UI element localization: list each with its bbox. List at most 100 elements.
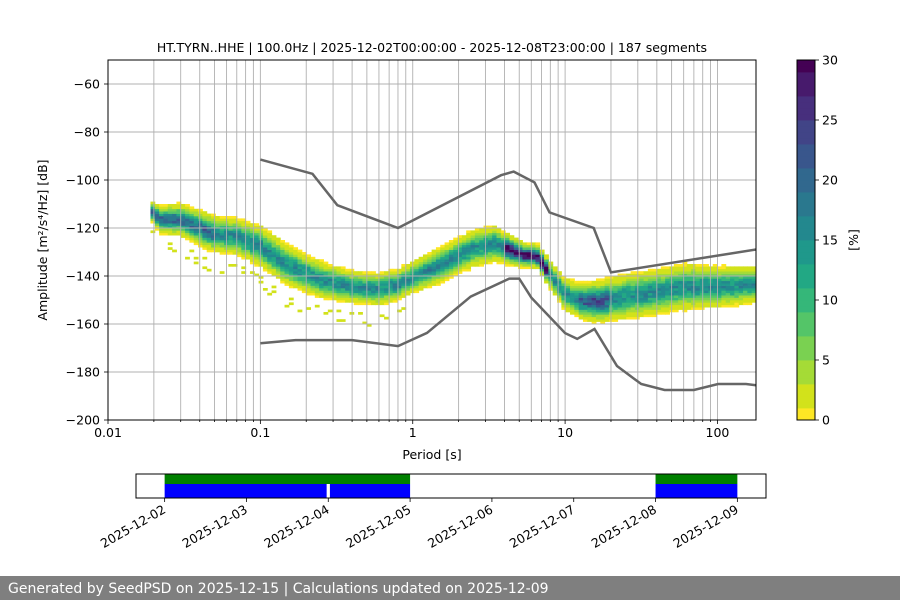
heatmap-cell [366, 302, 372, 306]
colorbar-band [797, 108, 815, 115]
heatmap-cell [574, 290, 580, 294]
heatmap-cell [297, 280, 303, 284]
heatmap-cell [258, 232, 264, 236]
heatmap-cell [647, 290, 653, 294]
heatmap-cell [621, 285, 627, 289]
heatmap-cell [444, 276, 450, 279]
heatmap-cell [202, 240, 208, 243]
colorbar-band [797, 372, 815, 379]
heatmap-cell [236, 232, 242, 236]
heatmap-cell [185, 211, 190, 214]
heatmap-cell [639, 297, 645, 301]
heatmap-cell [280, 273, 286, 277]
heatmap-cell [535, 244, 541, 248]
heatmap-cell [730, 302, 735, 306]
heatmap-cell [172, 204, 177, 207]
heatmap-cell [747, 292, 753, 296]
heatmap-cell [600, 290, 606, 294]
heatmap-cell [323, 268, 329, 272]
heatmap-cell [457, 254, 463, 258]
heatmap-cell [306, 259, 312, 262]
heatmap-cell [474, 228, 480, 231]
heatmap-cell [154, 225, 160, 229]
heatmap-cell [712, 278, 718, 282]
heatmap-cell [665, 292, 670, 296]
heatmap-cell [704, 288, 709, 291]
heatmap-cell [630, 309, 636, 313]
heatmap-cell [656, 268, 662, 272]
heatmap-cell [617, 302, 623, 306]
heatmap-cell [699, 300, 705, 303]
heatmap-cell [535, 266, 541, 270]
colorbar-band [797, 306, 815, 313]
heatmap-cell [552, 283, 558, 286]
heatmap-cell [306, 307, 312, 310]
heatmap-cell [236, 223, 242, 226]
heatmap-cell [673, 297, 679, 301]
heatmap-cell [660, 268, 666, 272]
heatmap-cell [310, 259, 316, 262]
heatmap-cell [652, 300, 658, 303]
heatmap-cell [656, 302, 662, 306]
heatmap-cell [176, 232, 182, 236]
heatmap-cell [617, 314, 623, 318]
heatmap-cell [301, 280, 307, 284]
heatmap-cell [236, 237, 242, 241]
heatmap-cell [388, 278, 394, 282]
heatmap-cell [336, 285, 342, 289]
heatmap-cell [717, 300, 722, 303]
heatmap-cell [621, 302, 627, 306]
heatmap-cell [652, 280, 658, 284]
heatmap-cell [172, 228, 177, 231]
heatmap-cell [518, 252, 523, 255]
heatmap-cell [578, 300, 584, 303]
heatmap-cell [167, 247, 173, 250]
heatmap-cell [262, 235, 268, 238]
heatmap-cell [604, 307, 610, 310]
heatmap-cell [665, 278, 670, 282]
heatmap-cell [219, 225, 225, 229]
heatmap-cell [435, 247, 441, 250]
heatmap-cell [634, 280, 640, 284]
heatmap-cell [323, 312, 329, 315]
heatmap-cell [366, 297, 372, 301]
heatmap-cell [557, 297, 562, 301]
heatmap-cell [717, 266, 722, 270]
heatmap-cell [431, 264, 437, 267]
heatmap-cell [587, 316, 593, 320]
heatmap-cell [652, 278, 658, 282]
heatmap-cell [345, 280, 350, 284]
heatmap-cell [557, 300, 562, 303]
heatmap-cell [704, 283, 709, 286]
heatmap-cell [271, 235, 277, 238]
heatmap-cell [695, 292, 701, 296]
heatmap-cell [392, 285, 398, 289]
heatmap-cell [600, 319, 606, 322]
heatmap-cell [288, 285, 294, 289]
heatmap-cell [591, 312, 597, 315]
heatmap-cell [275, 276, 281, 279]
heatmap-cell [327, 280, 333, 284]
heatmap-cell [613, 307, 619, 310]
heatmap-cell [167, 218, 173, 222]
heatmap-cell [457, 271, 463, 274]
heatmap-cell [284, 259, 290, 262]
heatmap-cell [686, 297, 692, 301]
heatmap-cell [267, 261, 273, 265]
heatmap-cell [561, 297, 567, 301]
y-axis-label: Amplitude [m²/s⁴/Hz] [dB] [35, 159, 50, 320]
heatmap-cell [236, 220, 242, 224]
heatmap-cell [193, 213, 199, 217]
heatmap-cell [656, 307, 662, 310]
heatmap-cell [539, 261, 545, 265]
heatmap-cell [297, 259, 303, 262]
heatmap-cell [306, 266, 312, 270]
heatmap-cell [539, 268, 545, 272]
heatmap-cell [232, 218, 238, 222]
heatmap-cell [712, 268, 718, 272]
heatmap-cell [561, 300, 567, 303]
heatmap-cell [717, 278, 722, 282]
heatmap-cell [673, 288, 679, 291]
heatmap-cell [379, 280, 385, 284]
heatmap-cell [418, 288, 424, 291]
